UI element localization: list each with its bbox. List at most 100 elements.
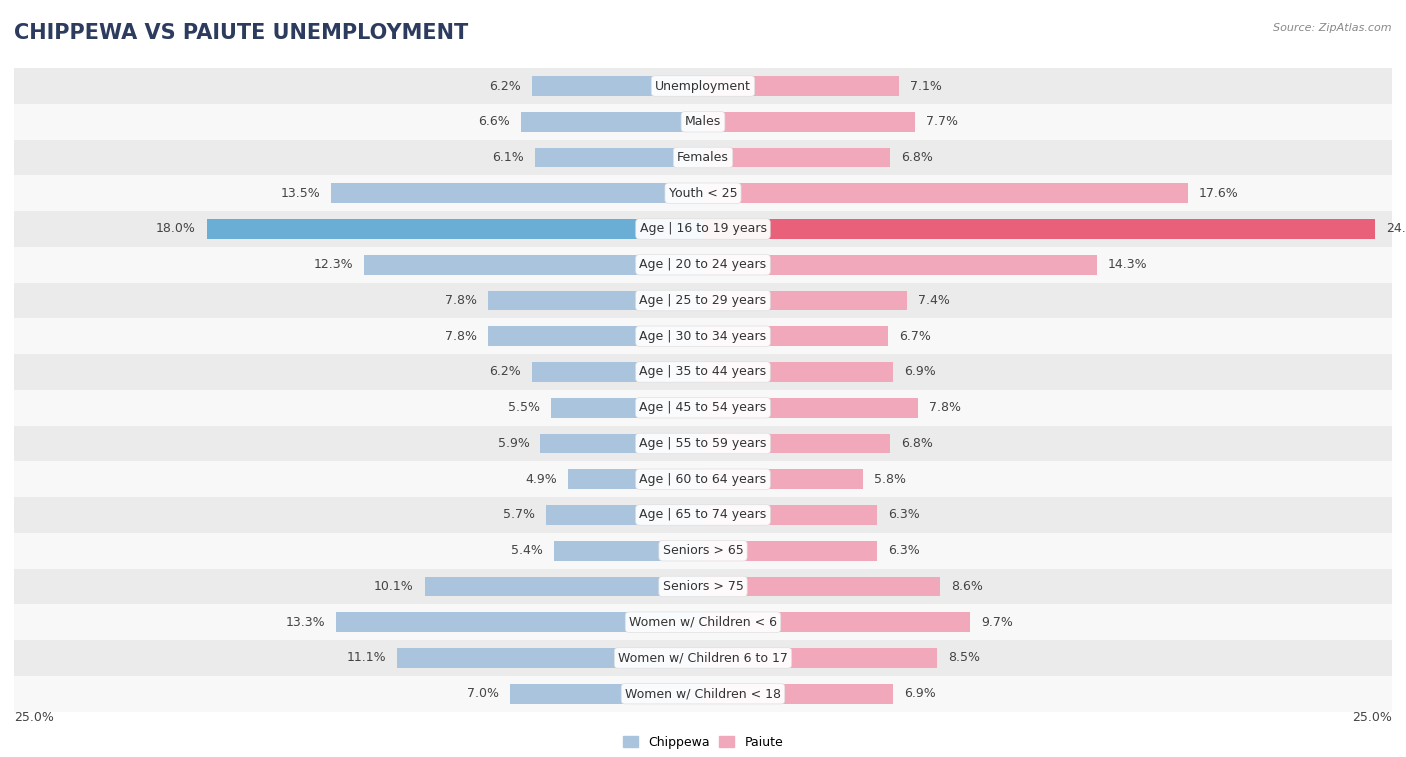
Text: 18.0%: 18.0% [156,223,195,235]
Text: 6.1%: 6.1% [492,151,524,164]
Text: 7.7%: 7.7% [927,115,959,128]
Bar [14,640,1392,676]
Bar [14,176,1392,211]
Text: Age | 35 to 44 years: Age | 35 to 44 years [640,366,766,378]
Bar [14,319,1392,354]
Bar [396,648,703,668]
Bar [703,148,890,167]
Bar [703,648,938,668]
Bar [703,684,893,703]
Text: Age | 25 to 29 years: Age | 25 to 29 years [640,294,766,307]
Text: 7.8%: 7.8% [446,330,477,343]
Bar [703,612,970,632]
Text: 7.1%: 7.1% [910,79,942,92]
Text: 8.6%: 8.6% [950,580,983,593]
Text: 5.5%: 5.5% [509,401,540,414]
Text: Seniors > 65: Seniors > 65 [662,544,744,557]
Bar [14,676,1392,712]
Text: 7.8%: 7.8% [446,294,477,307]
Text: 6.9%: 6.9% [904,366,936,378]
Text: Youth < 25: Youth < 25 [669,187,737,200]
Text: Seniors > 75: Seniors > 75 [662,580,744,593]
Bar [14,68,1392,104]
Text: 13.5%: 13.5% [280,187,321,200]
Text: 12.3%: 12.3% [314,258,353,271]
Bar [522,112,703,132]
Text: 13.3%: 13.3% [285,615,325,629]
Bar [703,291,907,310]
Text: Age | 16 to 19 years: Age | 16 to 19 years [640,223,766,235]
Bar [551,398,703,418]
Text: Age | 60 to 64 years: Age | 60 to 64 years [640,472,766,486]
Bar [14,533,1392,569]
Bar [531,362,703,382]
Text: Age | 55 to 59 years: Age | 55 to 59 years [640,437,766,450]
Text: 14.3%: 14.3% [1108,258,1147,271]
Text: 6.6%: 6.6% [478,115,510,128]
Bar [14,390,1392,425]
Text: 6.2%: 6.2% [489,366,522,378]
Text: 7.0%: 7.0% [467,687,499,700]
Text: 6.3%: 6.3% [887,509,920,522]
Text: 10.1%: 10.1% [374,580,413,593]
Text: 5.7%: 5.7% [503,509,534,522]
Text: 7.4%: 7.4% [918,294,950,307]
Bar [703,434,890,453]
Text: Unemployment: Unemployment [655,79,751,92]
Text: 25.0%: 25.0% [1353,711,1392,724]
Bar [703,76,898,96]
Legend: Chippewa, Paiute: Chippewa, Paiute [617,731,789,754]
Text: 9.7%: 9.7% [981,615,1014,629]
Bar [14,569,1392,604]
Text: CHIPPEWA VS PAIUTE UNEMPLOYMENT: CHIPPEWA VS PAIUTE UNEMPLOYMENT [14,23,468,42]
Bar [703,469,863,489]
Text: 6.3%: 6.3% [887,544,920,557]
Bar [14,354,1392,390]
Bar [534,148,703,167]
Bar [14,211,1392,247]
Bar [703,255,1097,275]
Text: Age | 20 to 24 years: Age | 20 to 24 years [640,258,766,271]
Bar [703,362,893,382]
Bar [425,577,703,597]
Bar [14,247,1392,282]
Bar [14,604,1392,640]
Text: Source: ZipAtlas.com: Source: ZipAtlas.com [1274,23,1392,33]
Bar [488,326,703,346]
Bar [14,139,1392,176]
Text: Males: Males [685,115,721,128]
Text: 6.9%: 6.9% [904,687,936,700]
Bar [488,291,703,310]
Text: Females: Females [678,151,728,164]
Bar [207,220,703,238]
Text: 6.7%: 6.7% [898,330,931,343]
Text: 11.1%: 11.1% [346,652,387,665]
Bar [568,469,703,489]
Text: 8.5%: 8.5% [948,652,980,665]
Bar [703,398,918,418]
Text: 7.8%: 7.8% [929,401,960,414]
Text: Age | 30 to 34 years: Age | 30 to 34 years [640,330,766,343]
Bar [14,425,1392,461]
Bar [703,541,876,560]
Bar [510,684,703,703]
Bar [14,497,1392,533]
Bar [554,541,703,560]
Bar [330,183,703,203]
Text: 5.4%: 5.4% [512,544,543,557]
Text: 6.8%: 6.8% [901,437,934,450]
Text: 6.2%: 6.2% [489,79,522,92]
Text: 24.4%: 24.4% [1386,223,1406,235]
Bar [546,505,703,525]
Bar [364,255,703,275]
Text: Age | 65 to 74 years: Age | 65 to 74 years [640,509,766,522]
Bar [703,220,1375,238]
Text: Women w/ Children < 18: Women w/ Children < 18 [626,687,780,700]
Text: 17.6%: 17.6% [1199,187,1239,200]
Bar [703,326,887,346]
Bar [703,505,876,525]
Text: Women w/ Children < 6: Women w/ Children < 6 [628,615,778,629]
Text: 5.9%: 5.9% [498,437,530,450]
Bar [703,112,915,132]
Text: Age | 45 to 54 years: Age | 45 to 54 years [640,401,766,414]
